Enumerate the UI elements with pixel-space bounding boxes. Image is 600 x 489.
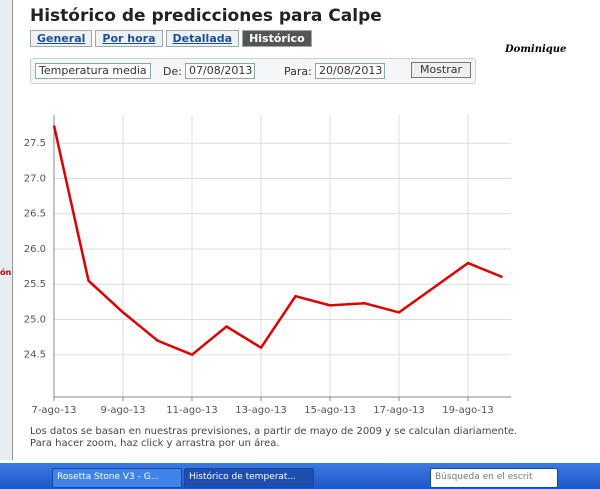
x-tick-label: 19-ago-13	[442, 405, 493, 416]
form: Temperatura media De: 07/08/2013 Para: 2…	[30, 58, 476, 84]
chart: 24.5 25.0 25.5 26.0 26.5 27.0 27.5 7-ago-13 9-ag…	[24, 115, 511, 416]
x-tick-label: 17-ago-13	[373, 405, 424, 416]
page-title: Histórico de predicciones para Calpe	[30, 6, 382, 26]
y-tick-label: 27.5	[24, 138, 46, 149]
sidebar	[0, 0, 13, 460]
tabs: General Por hora Detallada Histórico	[30, 30, 312, 47]
note: Para hacer zoom, haz click y arrastra po…	[30, 438, 280, 449]
tab[interactable]: Detallada	[165, 30, 240, 47]
y-tick-label: 27.0	[24, 173, 46, 184]
submit-button[interactable]: Mostrar	[411, 62, 471, 78]
tab[interactable]: Por hora	[95, 30, 163, 47]
x-tick-label: 9-ago-13	[100, 405, 145, 416]
y-tick-label: 26.0	[24, 244, 46, 255]
y-tick-label: 24.5	[24, 350, 46, 361]
tab[interactable]: Histórico	[242, 30, 312, 47]
from-label: De:	[163, 65, 182, 78]
data-line	[52, 125, 503, 357]
from-date[interactable]: 07/08/2013	[185, 63, 255, 79]
note: Los datos se basan en nuestras prevision…	[30, 426, 518, 437]
y-tick-label: 26.5	[24, 209, 46, 220]
search-box[interactable]: Búsqueda en el escrit	[430, 468, 558, 488]
to-date[interactable]: 20/08/2013	[315, 63, 385, 79]
x-tick-label: 13-ago-13	[235, 405, 286, 416]
tab[interactable]: General	[30, 30, 93, 47]
signature: Dominique	[505, 44, 567, 55]
x-tick-label: 7-ago-13	[31, 405, 76, 416]
y-tick-label: 25.0	[24, 314, 46, 325]
taskbar-item[interactable]: Rosetta Stone V3 - G...	[52, 468, 182, 488]
sidebar-fragment: ón	[0, 268, 12, 277]
notes: Los datos se basan en nuestras prevision…	[30, 426, 517, 450]
y-tick-label: 25.5	[24, 279, 46, 290]
variable-select[interactable]: Temperatura media	[35, 63, 151, 79]
taskbar-item[interactable]: Histórico de temperat...	[184, 468, 314, 488]
taskbar: Rosetta Stone V3 - G... Histórico de tem…	[0, 463, 600, 489]
x-tick-label: 11-ago-13	[166, 405, 217, 416]
to-label: Para:	[284, 65, 312, 78]
x-tick-label: 15-ago-13	[304, 405, 355, 416]
